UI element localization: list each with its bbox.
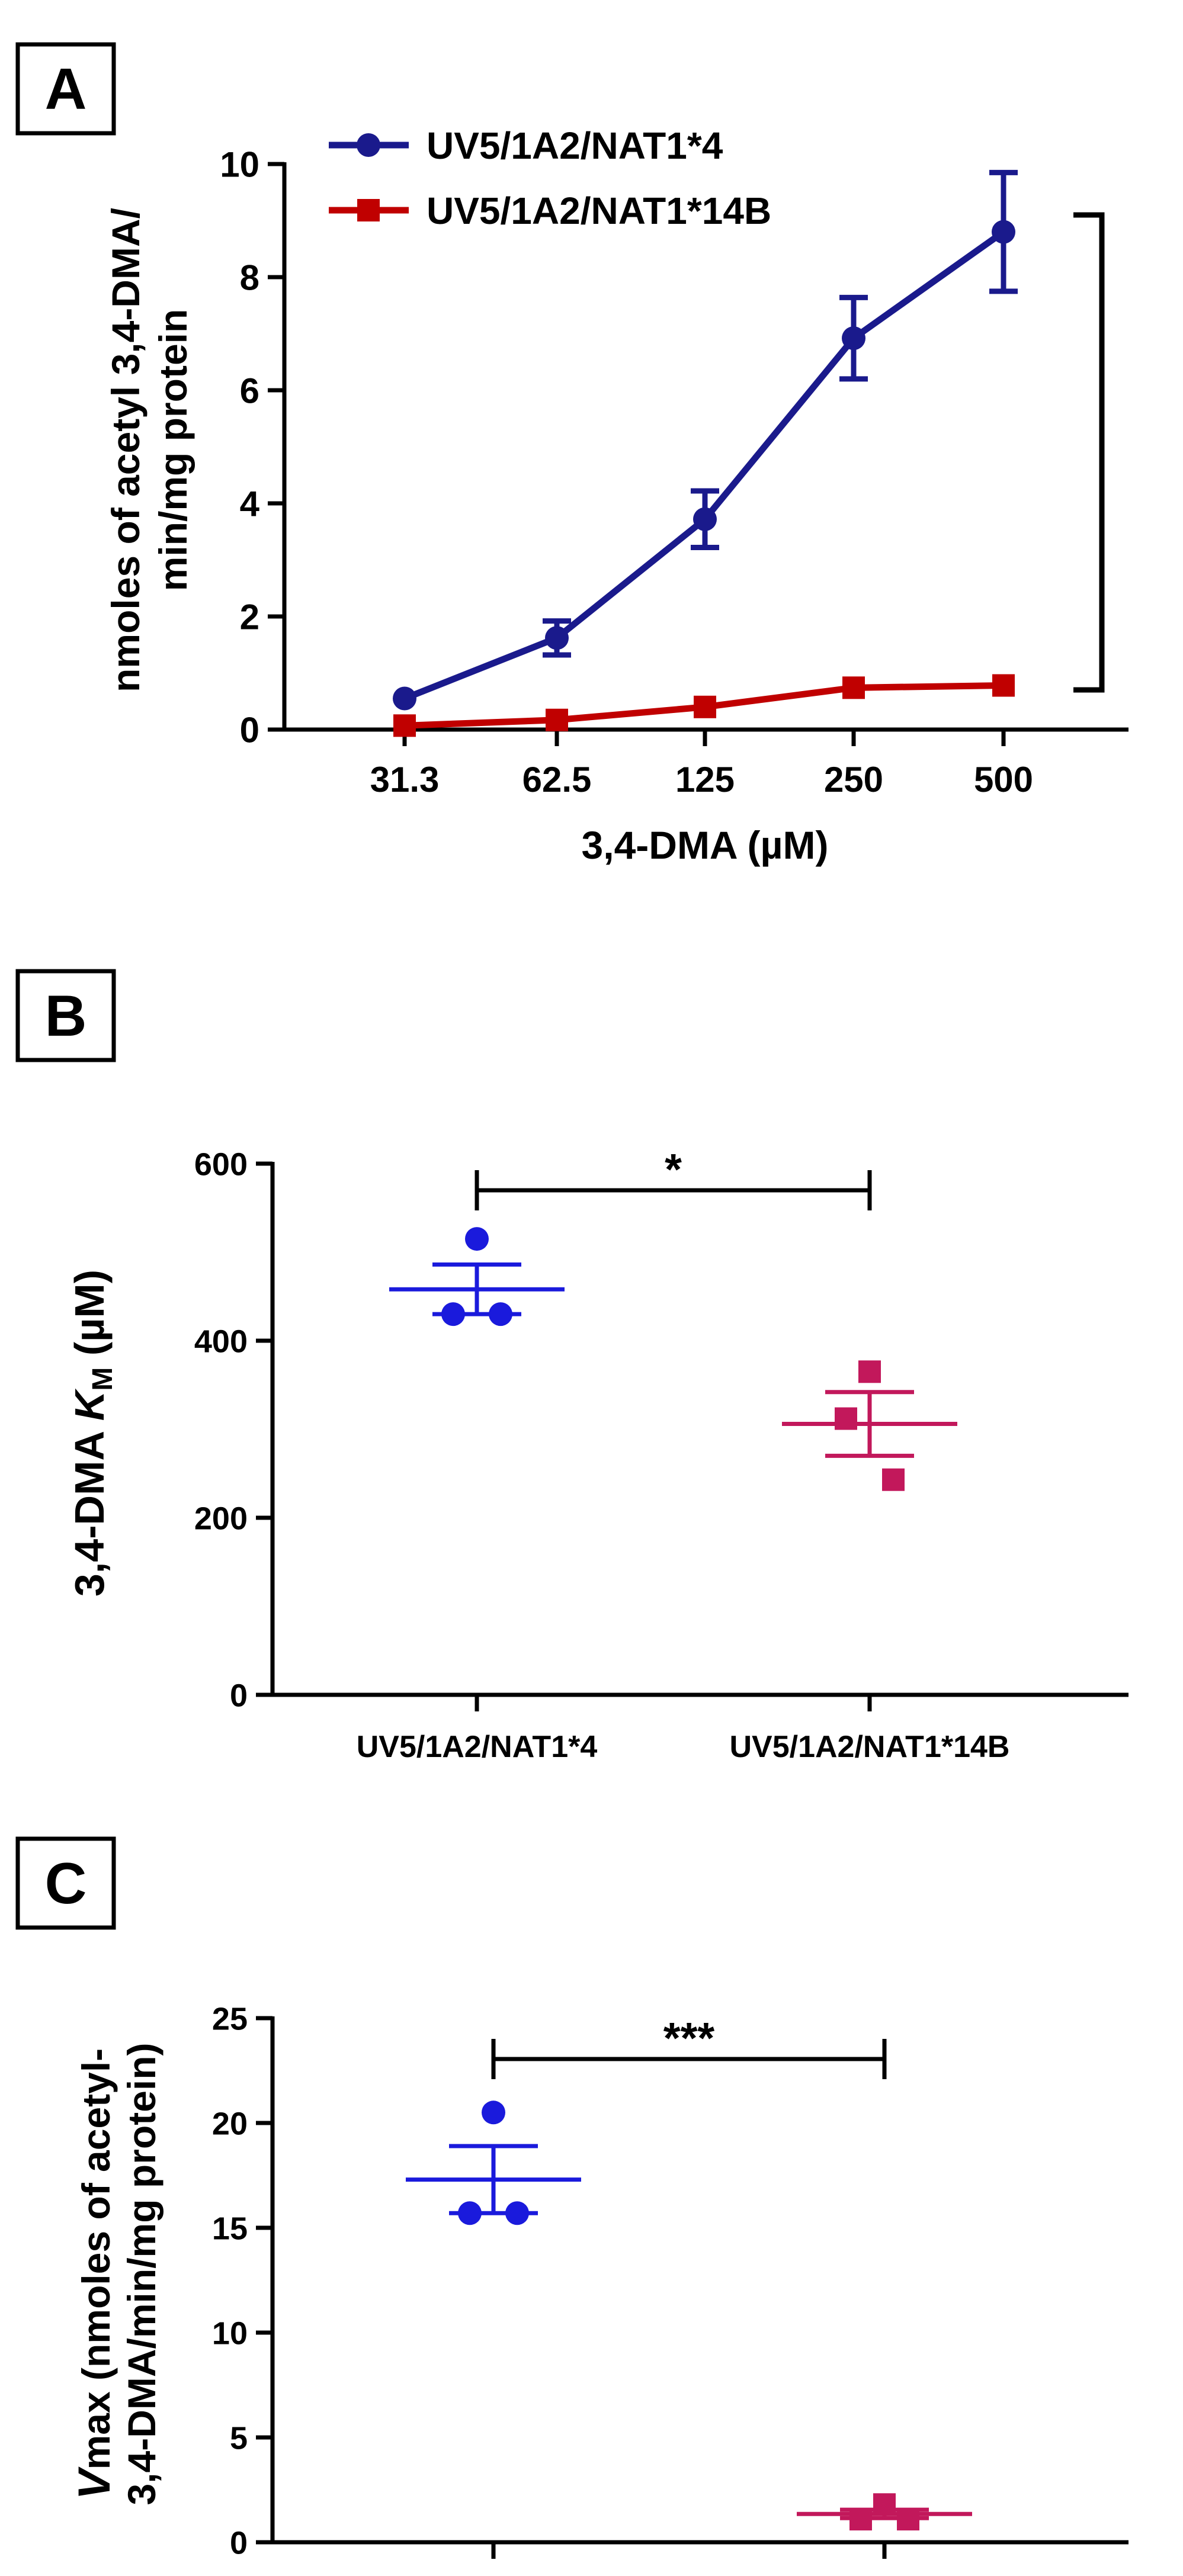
panel-label-a: A bbox=[45, 56, 87, 121]
legend-label-0: UV5/1A2/NAT1*4 bbox=[427, 124, 723, 167]
data-point-0 bbox=[441, 1302, 465, 1326]
x-axis-title-a: 3,4-DMA (µM) bbox=[582, 823, 829, 867]
data-point-1 bbox=[393, 714, 416, 737]
y-tick-label-a: 4 bbox=[240, 484, 260, 524]
data-point-1 bbox=[694, 695, 716, 718]
y-tick-label-b: 400 bbox=[194, 1324, 248, 1359]
y-axis-title-b: 3,4-DMA KM (µM) bbox=[66, 1270, 118, 1597]
y-axis-title-tail-b: (µM) bbox=[66, 1270, 113, 1367]
y-tick-label-a: 8 bbox=[240, 258, 259, 298]
x-tick-label-a: 125 bbox=[675, 760, 735, 799]
legend-marker-1 bbox=[357, 199, 380, 221]
data-point-0 bbox=[393, 686, 416, 711]
y-axis-title-line1-a: nmoles of acetyl 3,4-DMA/ bbox=[104, 208, 148, 692]
panel-label-box-a bbox=[15, 42, 116, 136]
y-tick-label-a: 10 bbox=[220, 145, 259, 185]
panel-label-box-c bbox=[15, 1836, 116, 1930]
data-point-1 bbox=[842, 676, 865, 699]
data-point-1 bbox=[873, 2493, 896, 2516]
y-tick-label-c: 15 bbox=[212, 2211, 248, 2246]
legend-label-1: UV5/1A2/NAT1*14B bbox=[427, 189, 771, 232]
y-axis-title-line2-c: 3,4-DMA/min/mg protein) bbox=[120, 2042, 163, 2505]
y-tick-label-c: 25 bbox=[212, 2001, 248, 2037]
y-axis-title-line1-c: Vmax (nmoles of acetyl- bbox=[69, 2048, 120, 2500]
y-axis-title-main-b: 3,4-DMA bbox=[66, 1421, 113, 1597]
data-point-0 bbox=[489, 1302, 512, 1326]
x-tick-label-b: UV5/1A2/NAT1*14B bbox=[729, 1730, 1009, 1764]
data-point-0 bbox=[992, 220, 1015, 244]
x-tick-label-a: 250 bbox=[824, 760, 883, 799]
data-point-1 bbox=[992, 674, 1015, 697]
data-point-0 bbox=[842, 326, 865, 351]
x-tick-label-a: 500 bbox=[974, 760, 1033, 799]
data-point-1 bbox=[849, 2508, 872, 2531]
legend-marker-0 bbox=[357, 133, 380, 157]
y-axis-title-italic-c: V bbox=[69, 2466, 120, 2500]
x-tick-label-a: 62.5 bbox=[522, 760, 592, 799]
data-point-1 bbox=[897, 2508, 919, 2531]
y-tick-label-c: 0 bbox=[230, 2525, 248, 2561]
data-point-0 bbox=[693, 507, 717, 531]
y-axis-title-sub-b: M bbox=[87, 1367, 118, 1391]
y-tick-label-b: 0 bbox=[230, 1678, 248, 1713]
y-tick-label-a: 6 bbox=[240, 371, 259, 411]
significance-label-a: **** bbox=[1157, 422, 1183, 514]
panel-label-box-b bbox=[15, 969, 116, 1062]
y-tick-label-c: 5 bbox=[230, 2420, 248, 2456]
data-point-0 bbox=[458, 2201, 482, 2225]
data-point-0 bbox=[545, 626, 569, 650]
y-axis-title-line2-a: min/mg protein bbox=[151, 309, 195, 592]
y-tick-label-b: 600 bbox=[194, 1146, 248, 1182]
y-tick-label-a: 0 bbox=[240, 711, 259, 750]
panel-label-c: C bbox=[45, 1851, 87, 1916]
data-point-1 bbox=[858, 1360, 881, 1383]
series-line-0 bbox=[403, 229, 1006, 702]
x-tick-label-a: 31.3 bbox=[370, 760, 440, 799]
y-axis-title-italic-b: K bbox=[66, 1388, 113, 1421]
y-tick-label-a: 2 bbox=[240, 598, 259, 637]
y-tick-label-c: 10 bbox=[212, 2315, 248, 2351]
significance-label-b: * bbox=[665, 1145, 682, 1194]
data-point-1 bbox=[882, 1468, 905, 1491]
data-point-1 bbox=[546, 708, 568, 731]
significance-bracket-a bbox=[1073, 212, 1105, 693]
data-point-0 bbox=[505, 2201, 529, 2225]
y-tick-label-c: 20 bbox=[212, 2106, 248, 2141]
panel-label-b: B bbox=[45, 983, 87, 1048]
significance-label-c: *** bbox=[663, 2013, 715, 2063]
data-point-1 bbox=[835, 1407, 857, 1430]
data-point-0 bbox=[482, 2100, 505, 2125]
x-tick-label-b: UV5/1A2/NAT1*4 bbox=[357, 1730, 598, 1764]
y-axis-title-main-c: max (nmoles of acetyl- bbox=[74, 2048, 118, 2470]
data-point-0 bbox=[465, 1227, 489, 1251]
y-tick-label-b: 200 bbox=[194, 1501, 248, 1536]
